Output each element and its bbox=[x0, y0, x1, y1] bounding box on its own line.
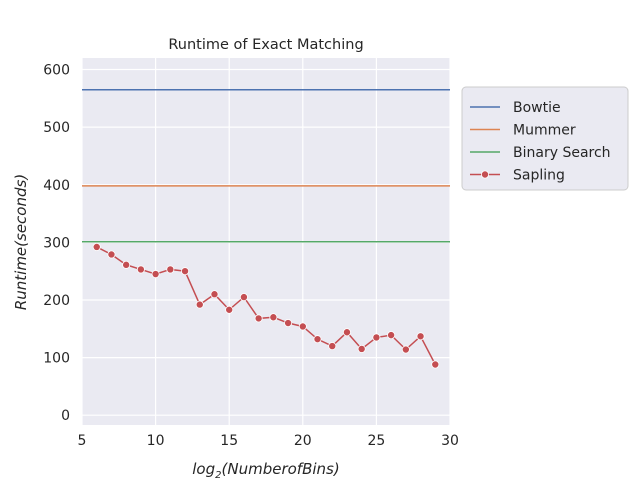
data-point bbox=[122, 260, 131, 269]
data-point bbox=[298, 322, 307, 331]
data-point bbox=[195, 300, 204, 309]
y-tick-labels: 0 100 200 300 400 500 600 bbox=[43, 63, 70, 425]
data-point bbox=[431, 360, 440, 369]
data-point bbox=[342, 328, 351, 337]
x-tick-label: 5 bbox=[78, 433, 87, 449]
data-point bbox=[107, 250, 116, 259]
data-point bbox=[387, 331, 396, 340]
data-point bbox=[166, 265, 175, 274]
data-point bbox=[313, 335, 322, 344]
x-tick-label: 30 bbox=[441, 433, 459, 449]
data-point bbox=[136, 265, 145, 274]
y-tick-label: 200 bbox=[43, 293, 70, 309]
data-point bbox=[210, 290, 219, 299]
x-tick-label: 10 bbox=[147, 433, 165, 449]
x-axis-title-rest: (NumberofBins) bbox=[222, 460, 340, 478]
data-point bbox=[372, 333, 381, 342]
x-axis-title: log2(NumberofBins) bbox=[192, 460, 339, 480]
legend-label: Binary Search bbox=[513, 145, 611, 161]
y-tick-label: 500 bbox=[43, 120, 70, 136]
legend: Bowtie Mummer Binary Search Sapling bbox=[461, 86, 629, 191]
series-layer bbox=[82, 88, 450, 369]
data-point bbox=[328, 342, 337, 351]
y-axis-title: Runtime(seconds) bbox=[12, 174, 30, 310]
x-tick-label: 25 bbox=[367, 433, 385, 449]
chart-title: Runtime of Exact Matching bbox=[168, 37, 363, 53]
x-tick-label: 20 bbox=[294, 433, 312, 449]
x-axis-title-log: log bbox=[192, 460, 215, 478]
data-point bbox=[225, 305, 234, 314]
data-point bbox=[151, 270, 160, 279]
data-point bbox=[416, 332, 425, 341]
legend-label: Bowtie bbox=[513, 100, 561, 116]
data-point bbox=[284, 319, 293, 328]
legend-label: Mummer bbox=[513, 123, 576, 139]
y-tick-label: 300 bbox=[43, 235, 70, 251]
legend-label: Sapling bbox=[513, 168, 565, 184]
x-axis-title-subscript: 2 bbox=[215, 470, 221, 480]
y-tick-label: 400 bbox=[43, 178, 70, 194]
data-point bbox=[254, 314, 263, 323]
data-point bbox=[269, 313, 278, 322]
x-tick-label: 15 bbox=[220, 433, 238, 449]
legend-marker bbox=[480, 170, 489, 179]
y-tick-label: 0 bbox=[61, 408, 70, 424]
data-point bbox=[92, 242, 101, 251]
legend-items: Bowtie Mummer Binary Search Sapling bbox=[470, 100, 611, 184]
data-point bbox=[401, 345, 410, 354]
data-point bbox=[357, 344, 366, 353]
data-point bbox=[239, 293, 248, 302]
y-tick-label: 100 bbox=[43, 351, 70, 367]
data-point bbox=[181, 267, 190, 276]
legend-frame bbox=[461, 86, 629, 191]
x-tick-labels: 5 10 15 20 25 30 bbox=[78, 433, 459, 449]
y-tick-label: 600 bbox=[43, 63, 70, 79]
